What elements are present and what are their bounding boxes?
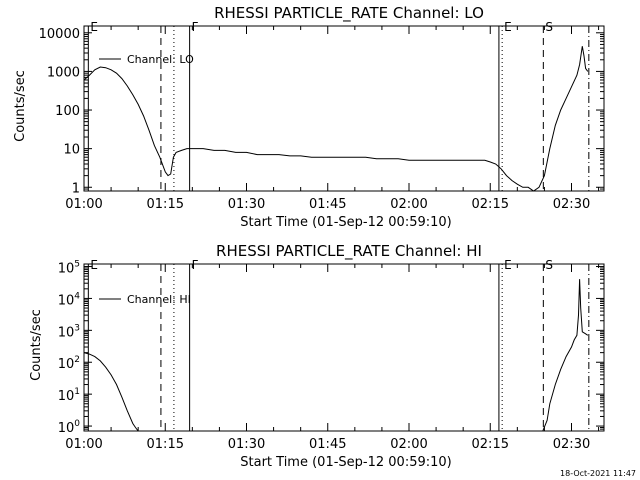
y-tick-label: 102	[58, 355, 80, 372]
x-tick-label: 02:30	[553, 197, 590, 212]
x-tick-label: 02:15	[472, 437, 509, 452]
legend-label: Channel: HI	[127, 293, 191, 306]
event-marker-label: F	[192, 258, 199, 272]
y-tick-label: 103	[58, 323, 80, 340]
chart-panel-lo: RHESSI PARTICLE_RATE Channel: LO Counts/…	[13, 4, 605, 230]
event-marker-label: E	[504, 20, 512, 34]
y-tick-label: 10	[63, 143, 80, 158]
series-line	[83, 279, 589, 432]
x-tick-label: 01:00	[65, 197, 102, 212]
y-tick-base: 10	[58, 325, 75, 340]
x-tick-label: 02:00	[390, 437, 427, 452]
chart-title: RHESSI PARTICLE_RATE Channel: HI	[216, 242, 482, 261]
x-tick-label: 01:45	[309, 437, 346, 452]
y-tick-exponent: 4	[74, 291, 80, 301]
x-tick-label: 01:15	[147, 197, 184, 212]
y-tick-label: 104	[58, 291, 81, 308]
x-tick-label: 01:15	[147, 437, 184, 452]
chart-title: RHESSI PARTICLE_RATE Channel: LO	[214, 4, 484, 23]
y-tick-label: 1000	[47, 65, 80, 80]
x-tick-label: 02:00	[390, 197, 427, 212]
y-tick-label: 105	[58, 260, 80, 277]
y-tick-base: 10	[58, 421, 75, 436]
y-tick-base: 10	[58, 389, 75, 404]
y-tick-exponent: 5	[74, 260, 80, 270]
x-axis-label: Start Time (01-Sep-12 00:59:10)	[240, 215, 451, 230]
x-tick-label: 02:15	[472, 197, 509, 212]
event-marker-label: E	[504, 258, 512, 272]
x-axis-label: Start Time (01-Sep-12 00:59:10)	[240, 455, 451, 470]
y-tick-base: 10	[58, 262, 75, 277]
y-tick-label: 10000	[39, 27, 80, 42]
y-tick-exponent: 3	[74, 323, 80, 333]
y-tick-exponent: 1	[74, 387, 80, 397]
plot-frame	[83, 25, 605, 192]
event-marker-label: E	[90, 258, 98, 272]
series-line	[83, 46, 589, 192]
x-tick-label: 01:30	[228, 437, 265, 452]
event-marker-label: F	[192, 20, 199, 34]
y-tick-base: 10	[58, 357, 75, 372]
event-marker-label: S	[545, 258, 553, 272]
x-tick-label: 02:30	[553, 437, 590, 452]
y-tick-exponent: 0	[74, 419, 80, 429]
y-tick-exponent: 2	[74, 355, 80, 365]
x-tick-label: 01:00	[65, 437, 102, 452]
y-axis-label: Counts/sec	[13, 70, 28, 142]
y-tick-label: 101	[58, 387, 80, 404]
y-tick-label: 1	[72, 181, 80, 196]
event-marker-label: S	[545, 20, 553, 34]
chart-panel-hi: RHESSI PARTICLE_RATE Channel: HI Counts/…	[29, 242, 605, 470]
y-tick-base: 10	[58, 293, 75, 308]
y-tick-label: 100	[55, 104, 80, 119]
x-tick-label: 01:30	[228, 197, 265, 212]
event-marker-label: E	[90, 20, 98, 34]
footer-timestamp: 18-Oct-2021 11:47	[560, 469, 636, 478]
y-tick-label: 100	[58, 419, 81, 436]
legend-label: Channel: LO	[127, 53, 194, 66]
x-tick-label: 01:45	[309, 197, 346, 212]
y-axis-label: Counts/sec	[29, 309, 44, 381]
